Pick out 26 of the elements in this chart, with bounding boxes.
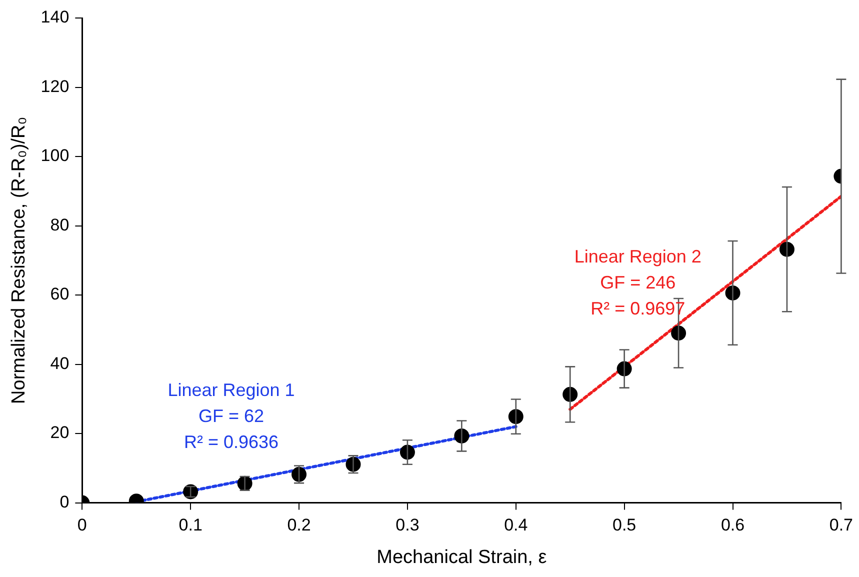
point (779, 242, 794, 257)
x-axis-title: Mechanical Strain, ε (376, 546, 548, 568)
y-tick-label: 40 (50, 354, 70, 373)
x-tick-label: 0.6 (720, 516, 745, 535)
y-tick-label: 0 (60, 492, 70, 512)
annotation: R² = 0.9636 (184, 432, 279, 452)
x-tick-label: 0.3 (396, 516, 420, 535)
x-tick-label: 0.1 (178, 516, 202, 535)
x-tick-label: 0.4 (504, 516, 528, 535)
y-tick-label: 100 (40, 146, 70, 166)
annotation: GF = 246 (600, 272, 676, 292)
text: Linear Region 1 (168, 380, 295, 400)
y-tick-label: 60 (50, 284, 70, 304)
series-label: Linear Region 2 (574, 246, 702, 266)
point (671, 326, 686, 341)
annotation: GF = 62 (198, 406, 264, 426)
point (400, 444, 415, 460)
x-tick-label: 0 (77, 516, 87, 535)
y-tick-label: 120 (40, 76, 70, 96)
x-tick-label: 0.2 (287, 516, 311, 535)
y-axis-title: Normalized Resistance, (R-R₀)/R₀ (8, 116, 30, 404)
y-tick-label: 140 (40, 8, 70, 27)
x-tick-label: 0.7 (829, 516, 854, 535)
x-tick-label: 0.5 (612, 516, 636, 535)
y-tick-label: 20 (50, 423, 70, 442)
y-tick-label: 80 (50, 215, 70, 234)
